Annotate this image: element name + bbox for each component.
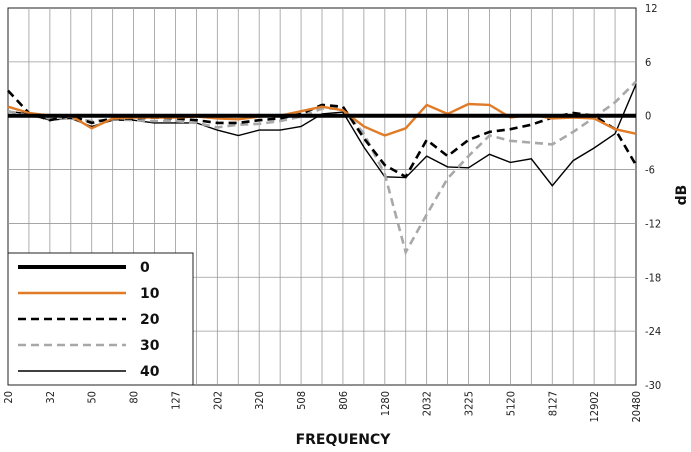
y-tick-label: -12 [645, 217, 661, 230]
legend: 0 10 20 30 40 [7, 252, 194, 386]
x-tick-label: 50 [86, 391, 99, 404]
x-tick-label: 508 [295, 391, 308, 410]
legend-label: 10 [140, 286, 160, 302]
legend-label: 20 [140, 312, 160, 328]
x-tick-label: 80 [128, 391, 141, 404]
x-tick-label: 320 [253, 391, 266, 410]
legend-label: 30 [140, 338, 160, 354]
y-tick-label: -30 [645, 379, 661, 392]
y-tick-label: -18 [645, 271, 661, 284]
series-layer [7, 80, 638, 256]
x-tick-label: 8127 [546, 391, 559, 416]
x-tick-label: 20480 [630, 391, 643, 422]
x-tick-label: 806 [337, 391, 350, 410]
x-tick-label: 1280 [379, 391, 392, 416]
y-tick-label: -24 [645, 325, 661, 338]
x-axis-title: FREQUENCY [296, 432, 392, 448]
y-tick-label: 12 [645, 2, 658, 15]
x-tick-labels: 20 32 50 80 127 202 320 508 806 1280 2032 3225 5120 8… [2, 391, 643, 422]
y-tick-label: 0 [645, 110, 651, 123]
x-tick-label: 127 [169, 391, 182, 410]
y-tick-labels: 12 6 0 -6 -12 -18 -24 -30 [645, 2, 661, 392]
y-tick-label: -6 [645, 164, 655, 177]
legend-label: 40 [140, 364, 160, 380]
legend-label: 0 [140, 260, 150, 276]
x-tick-label: 20 [2, 391, 15, 404]
x-tick-label: 2032 [421, 391, 434, 416]
x-tick-label: 12902 [588, 391, 601, 422]
x-tick-label: 32 [44, 391, 57, 404]
x-tick-label: 202 [211, 391, 224, 410]
x-tick-label: 5120 [504, 391, 517, 416]
x-tick-label: 3225 [463, 391, 476, 416]
y-axis-title: dB [674, 185, 690, 206]
y-tick-label: 6 [645, 56, 651, 69]
